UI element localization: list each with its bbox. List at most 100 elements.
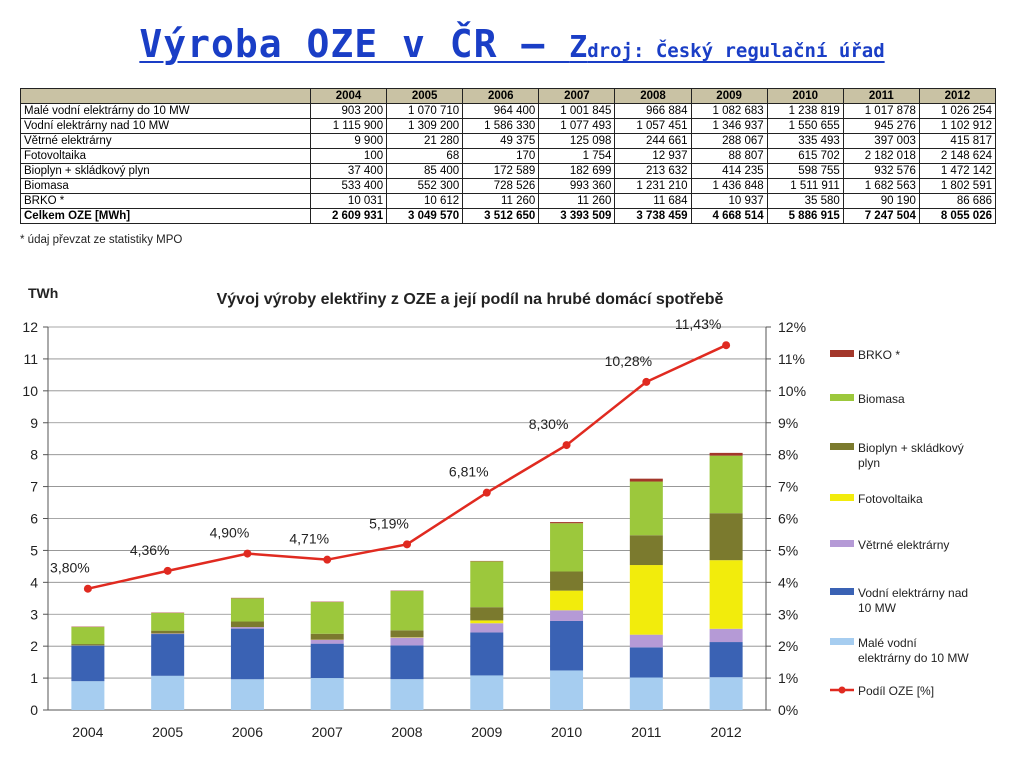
x-tick-label: 2005 <box>152 724 183 740</box>
bar-segment <box>151 675 185 710</box>
x-tick-label: 2011 <box>631 724 661 740</box>
legend-label: Vodní elektrárny nad <box>858 586 968 600</box>
bar-segment <box>709 677 743 710</box>
table-cell: 1 001 845 <box>538 103 616 119</box>
legend-label: plyn <box>858 456 880 470</box>
bar-segment <box>709 560 743 629</box>
table-row: Biomasa 533 400 552 300 728 526 993 360 1 231… <box>20 178 997 194</box>
table-cell: 172 589 <box>462 163 540 179</box>
table-cell: 552 300 <box>386 178 464 194</box>
share-point <box>83 584 92 593</box>
table-cell: 86 686 <box>918 193 997 209</box>
table-cell: 100 <box>309 148 388 164</box>
table-cell: 5 886 915 <box>766 208 844 224</box>
legend-swatch <box>830 443 854 450</box>
bar-segment <box>310 643 344 679</box>
y2-tick-label: 9% <box>778 415 798 431</box>
share-point <box>163 566 172 575</box>
table-cell: 3 049 570 <box>386 208 464 224</box>
title-source-initial: Z <box>569 30 588 65</box>
slide-title: Výroba OZE v ČR – Zdroj: Český regulační… <box>0 22 1024 66</box>
share-data-label: 4,36% <box>130 542 170 558</box>
table-cell: 4 668 514 <box>690 208 768 224</box>
bar-segment <box>550 610 584 621</box>
table-cell: 2 609 931 <box>309 208 388 224</box>
title-main: Výroba OZE v ČR – <box>139 22 570 66</box>
table-cell: 1 436 848 <box>690 178 768 194</box>
bar-segment <box>709 642 743 678</box>
table-cell: 964 400 <box>462 103 540 119</box>
bar-segment <box>71 681 105 710</box>
y-tick-label: 8 <box>30 447 38 463</box>
legend-label: BRKO * <box>858 348 900 362</box>
bar-segment <box>550 523 584 572</box>
table-cell: 1 346 937 <box>690 118 768 134</box>
table-cell: 1 082 683 <box>690 103 768 119</box>
row-label: Celkem OZE [MWh] <box>20 208 311 224</box>
table-cell: 932 576 <box>842 163 920 179</box>
y2-tick-label: 11% <box>778 351 805 367</box>
table-cell: 35 580 <box>766 193 844 209</box>
plot-area: 01234567891011120%1%2%3%4%5%6%7%8%9%10%1… <box>22 316 806 740</box>
table-cell: 1 057 451 <box>614 118 692 134</box>
table-cell: 1 511 911 <box>766 178 844 194</box>
share-data-label: 11,43% <box>675 316 721 332</box>
bar-segment <box>709 513 743 561</box>
bar-segment <box>550 590 584 611</box>
bar-segment <box>709 455 743 514</box>
bar-segment <box>310 639 344 644</box>
legend-label: Bioplyn + skládkový <box>858 441 964 455</box>
table-cell: 2 148 624 <box>918 148 997 164</box>
table-cell: 1 586 330 <box>462 118 540 134</box>
x-tick-label: 2008 <box>391 724 422 740</box>
table-cell: 125 098 <box>538 133 616 149</box>
y2-tick-label: 8% <box>778 447 798 463</box>
table-cell: 615 702 <box>766 148 844 164</box>
table-cell: 993 360 <box>538 178 616 194</box>
row-label: Malé vodní elektrárny do 10 MW <box>20 103 311 119</box>
share-point <box>323 555 332 564</box>
table-cell: 397 003 <box>842 133 920 149</box>
table-row: Malé vodní elektrárny do 10 MW 903 200 1 0… <box>20 103 997 119</box>
x-tick-label: 2010 <box>551 724 582 740</box>
share-point <box>403 540 411 549</box>
table-row: Vodní elektrárny nad 10 MW 1 115 900 1 309… <box>20 118 997 134</box>
year-header: 2006 <box>462 88 540 104</box>
row-label: Větrné elektrárny <box>20 133 311 149</box>
x-tick-label: 2012 <box>711 724 742 740</box>
share-data-label: 4,90% <box>210 525 250 541</box>
table-cell: 182 699 <box>538 163 616 179</box>
table-footnote: * údaj převzat ze statistiky MPO <box>20 234 183 246</box>
y-tick-label: 3 <box>30 606 38 622</box>
bar-segment <box>629 677 663 710</box>
y-tick-label: 6 <box>30 511 38 527</box>
bar-segment <box>709 452 743 456</box>
table-cell: 903 200 <box>309 103 388 119</box>
y2-tick-label: 4% <box>778 574 798 590</box>
table-cell: 966 884 <box>614 103 692 119</box>
bar-segment <box>230 679 264 710</box>
legend-label: elektrárny do 10 MW <box>858 651 969 665</box>
y-axis-unit-label: TWh <box>28 285 58 301</box>
row-label: Bioplyn + skládkový plyn <box>20 163 311 179</box>
legend-label: Fotovoltaika <box>858 492 923 506</box>
bar-segment <box>71 627 105 645</box>
bar-segment <box>310 678 344 710</box>
share-point <box>642 377 651 386</box>
table-cell: 3 512 650 <box>462 208 540 224</box>
table-cell: 1 017 878 <box>842 103 920 119</box>
row-label: BRKO * <box>20 193 311 209</box>
row-label: Fotovoltaika <box>20 148 311 164</box>
table-cell: 10 612 <box>386 193 464 209</box>
legend-swatch <box>830 638 854 645</box>
y-tick-label: 0 <box>30 702 38 718</box>
legend-swatch <box>830 588 854 595</box>
bar-segment <box>390 630 424 638</box>
table-cell: 1 754 <box>538 148 616 164</box>
table-corner-cell <box>20 88 311 104</box>
share-point <box>722 341 731 350</box>
table-cell: 10 031 <box>309 193 388 209</box>
table-cell: 9 900 <box>309 133 388 149</box>
legend-label: Malé vodní <box>858 636 917 650</box>
bar-segment <box>470 623 504 633</box>
